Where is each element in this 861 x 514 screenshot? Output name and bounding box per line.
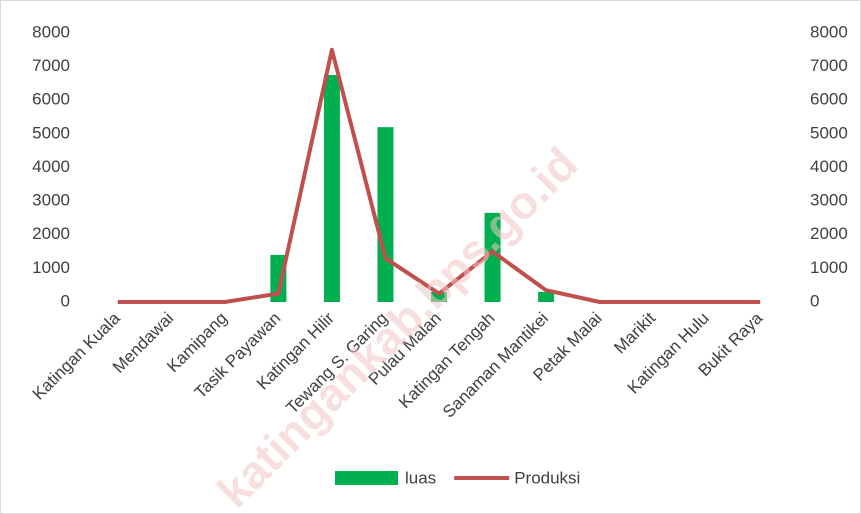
bar: [484, 212, 501, 302]
y2-tick-label: 8000: [810, 22, 848, 41]
y-tick-label: 1000: [32, 258, 70, 277]
y2-tick-label: 3000: [810, 191, 848, 210]
y-tick-label: 6000: [32, 90, 70, 109]
y-tick-label: 7000: [32, 56, 70, 75]
bar: [323, 75, 340, 302]
y-tick-label: 3000: [32, 191, 70, 210]
legend-label: Produksi: [514, 468, 580, 487]
y2-tick-label: 6000: [810, 90, 848, 109]
y2-tick-label: 5000: [810, 123, 848, 142]
bar: [377, 127, 394, 303]
y2-tick-label: 0: [810, 291, 819, 310]
y-tick-label: 0: [61, 291, 70, 310]
line: [117, 47, 761, 304]
y-tick-label: 5000: [32, 123, 70, 142]
y2-tick-label: 7000: [810, 56, 848, 75]
bar: [538, 291, 555, 302]
legend-swatch: [335, 471, 398, 485]
y-tick-label: 4000: [32, 157, 70, 176]
legend-label: luas: [405, 468, 436, 487]
y2-tick-label: 2000: [810, 224, 848, 243]
y-tick-label: 8000: [32, 22, 70, 41]
y2-tick-label: 1000: [810, 258, 848, 277]
bar: [431, 291, 447, 302]
y-tick-label: 2000: [32, 224, 70, 243]
y2-tick-label: 4000: [810, 157, 848, 176]
